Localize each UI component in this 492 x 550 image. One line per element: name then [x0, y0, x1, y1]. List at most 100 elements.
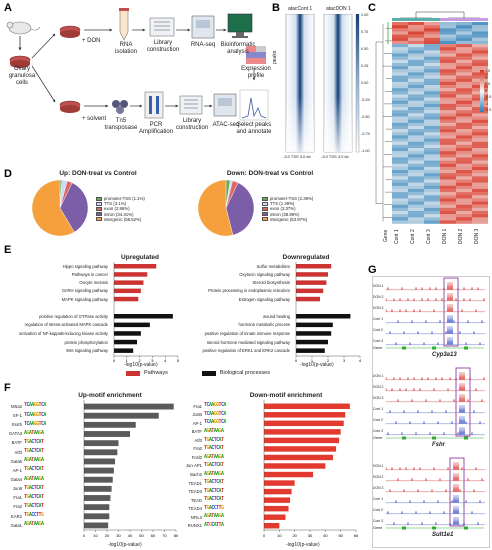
- pie-legend-item: exon (3.37%): [262, 206, 313, 211]
- gene-name-label: Fshr: [432, 442, 446, 448]
- heatmap-legend-tick: 0: [485, 88, 487, 93]
- heatmap-cell: [472, 170, 488, 174]
- motif-logo-letter: G: [216, 402, 219, 409]
- motif-logo-letter: A: [208, 419, 212, 426]
- motif-logo-icon: AGATAAGA: [24, 521, 44, 527]
- motif-name-label: Fra1: [13, 495, 22, 501]
- heatmap-cell: [456, 154, 472, 158]
- heatmap-cell: [424, 188, 440, 193]
- x-tick-label: 1: [126, 358, 129, 362]
- heatmap-cell: [392, 44, 408, 48]
- heatmap-cell: [440, 173, 456, 177]
- pie-legend-label: TTS (1.39%): [270, 201, 295, 207]
- motif-logo-letter: C: [211, 479, 214, 486]
- heatmap-cell: [408, 154, 424, 158]
- heatmap-cell: [456, 176, 472, 180]
- heatmap-cell: [472, 47, 488, 51]
- bioinformatic-analysis-label: Bioinformatic analysis: [220, 42, 256, 55]
- heatmap-cell: [456, 170, 472, 174]
- heatmap-cell: [408, 97, 424, 101]
- don-dish-icon: [59, 25, 81, 38]
- heatmap-cell: [424, 94, 440, 98]
- motif-logo-letter: C: [26, 402, 29, 409]
- heatmap-cell: [408, 185, 424, 190]
- motif-logo-letter: T: [38, 402, 42, 409]
- heatmap-cell: [440, 50, 456, 54]
- motif-logo-letter: C: [31, 512, 34, 519]
- heatmap-cell: [392, 154, 408, 158]
- heatmap-cell: [440, 198, 456, 202]
- heatmap-cell: [424, 132, 440, 136]
- motif-logo-letter: A: [38, 484, 42, 491]
- pie-legend-item: TTS (3.1%): [96, 201, 145, 206]
- motif-logo-letter: T: [220, 496, 224, 503]
- f-down-motif-labels: Fra1 TCAAGGTCA JunB TCAAGGTCA AP-1 TCAAGGTCA B…: [184, 400, 260, 540]
- motif-name-label: JunB: [192, 412, 202, 418]
- motif-logo-letter: T: [211, 428, 214, 435]
- motif-logo-letter: A: [204, 521, 207, 528]
- pie-down: [197, 179, 255, 237]
- motif-logo-letter: A: [38, 439, 42, 446]
- heatmap-cell: [456, 75, 472, 79]
- e-down-title: Downregulated: [282, 254, 330, 261]
- motif-logo-icon: TGACCTTG: [204, 505, 224, 511]
- motif-logo-letter: G: [26, 429, 29, 436]
- genome-track-labels: Gene Cyp3a13 DON 1 DON 2 DON 3 Cont 1 Cont 2 Co…: [372, 276, 490, 548]
- heatmap-cell: [408, 59, 424, 64]
- heatmap-cell: [472, 201, 488, 205]
- heatmap-cell: [392, 28, 408, 32]
- motif-logo-letter: G: [26, 448, 29, 455]
- pie-legend-swatch: [262, 196, 268, 201]
- heatmap-cell: [408, 28, 424, 32]
- motif-logo-icon: TCAAGGTCA: [204, 411, 227, 417]
- x-tick-label: 20: [105, 533, 110, 538]
- motif-logo-letter: A: [204, 428, 207, 435]
- motif-logo-letter: G: [206, 479, 209, 486]
- motif-logo-letter: A: [28, 512, 32, 519]
- c-gene-label: Gene: [383, 229, 389, 242]
- heatmap-cell: [424, 154, 440, 158]
- heatmap-cell: [424, 72, 440, 76]
- heatmap-cell: [408, 62, 424, 67]
- heatmap-column-labels: Cont 1 Cont 2 Cont 3 DON 1 DON 2 DON 3: [392, 226, 488, 244]
- heatmap-cell: [456, 185, 472, 190]
- heatmap-column-label: Cont 3: [426, 229, 432, 244]
- motif-logo-icon: TGACTCAT: [204, 496, 224, 503]
- expression-heatmap: [375, 11, 488, 224]
- heatmap-cell: [456, 166, 472, 171]
- motif-logo-letter: A: [28, 466, 32, 473]
- motif-name-label: Atf3: [14, 449, 22, 455]
- heatmap-cell: [424, 214, 440, 218]
- computer-icon: [227, 13, 253, 38]
- motif-logo-letter: C: [31, 466, 34, 473]
- heatmap-legend-tick: -1: [485, 101, 489, 106]
- motif-logo-letter: A: [208, 445, 212, 452]
- b-xticks-2: -3.0 TSS 3.0 kb: [321, 154, 349, 159]
- x-tick-label: 0: [83, 533, 86, 538]
- motif-logo-icon: TGACTCAT: [24, 439, 44, 446]
- heatmap-cell: [392, 170, 408, 174]
- heatmap-cell: [408, 72, 424, 76]
- heatmap-cell: [440, 176, 456, 180]
- motif-logo-letter: T: [40, 448, 44, 455]
- heatmap-cell: [456, 188, 472, 193]
- pie-slice: [197, 179, 234, 237]
- e-down-chart: 0 1 2 3 4: [295, 262, 362, 362]
- b-col1-title: atacCont 1: [288, 6, 313, 12]
- motif-logo-letter: A: [208, 513, 212, 520]
- motif-logo-letter: G: [26, 457, 29, 464]
- pie-legend-swatch: [96, 196, 102, 201]
- enrichment-term-label: regulation of stress-activated MAPK casc…: [24, 322, 108, 328]
- enrichment-term-label: activation of NF-kappaB-inducing kinase …: [19, 330, 108, 336]
- heatmap-cell: [424, 66, 440, 70]
- heatmap-legend-tick: -1.5: [485, 108, 492, 112]
- enrichment-term-label: Wnt signaling pathway: [66, 348, 108, 354]
- heatmap-cell: [472, 59, 488, 64]
- heatmap-cell: [392, 135, 408, 139]
- heatmap-cell: [424, 185, 440, 190]
- motif-name-label: Gata1: [10, 522, 22, 528]
- panel-label-a: A: [4, 2, 12, 14]
- heatmap-column-label: Cont 2: [410, 229, 416, 244]
- motif-logo-letter: G: [38, 429, 42, 436]
- heatmap-cell: [456, 53, 472, 57]
